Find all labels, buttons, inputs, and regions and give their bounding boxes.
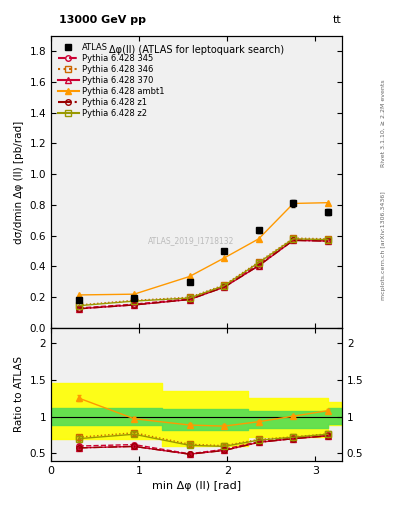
Text: Δφ(ll) (ATLAS for leptoquark search): Δφ(ll) (ATLAS for leptoquark search)	[109, 45, 284, 55]
Text: tt: tt	[333, 15, 342, 25]
Text: 13000 GeV pp: 13000 GeV pp	[59, 15, 146, 25]
Y-axis label: Ratio to ATLAS: Ratio to ATLAS	[14, 356, 24, 433]
X-axis label: min Δφ (ll) [rad]: min Δφ (ll) [rad]	[152, 481, 241, 491]
Text: mcplots.cern.ch [arXiv:1306.3436]: mcplots.cern.ch [arXiv:1306.3436]	[381, 191, 386, 300]
Text: ATLAS_2019_I1718132: ATLAS_2019_I1718132	[147, 236, 234, 245]
Text: Rivet 3.1.10, ≥ 2.2M events: Rivet 3.1.10, ≥ 2.2M events	[381, 79, 386, 167]
Legend: ATLAS, Pythia 6.428 345, Pythia 6.428 346, Pythia 6.428 370, Pythia 6.428 ambt1,: ATLAS, Pythia 6.428 345, Pythia 6.428 34…	[55, 40, 167, 120]
Y-axis label: dσ/dmin Δφ (ll) [pb/rad]: dσ/dmin Δφ (ll) [pb/rad]	[14, 120, 24, 244]
